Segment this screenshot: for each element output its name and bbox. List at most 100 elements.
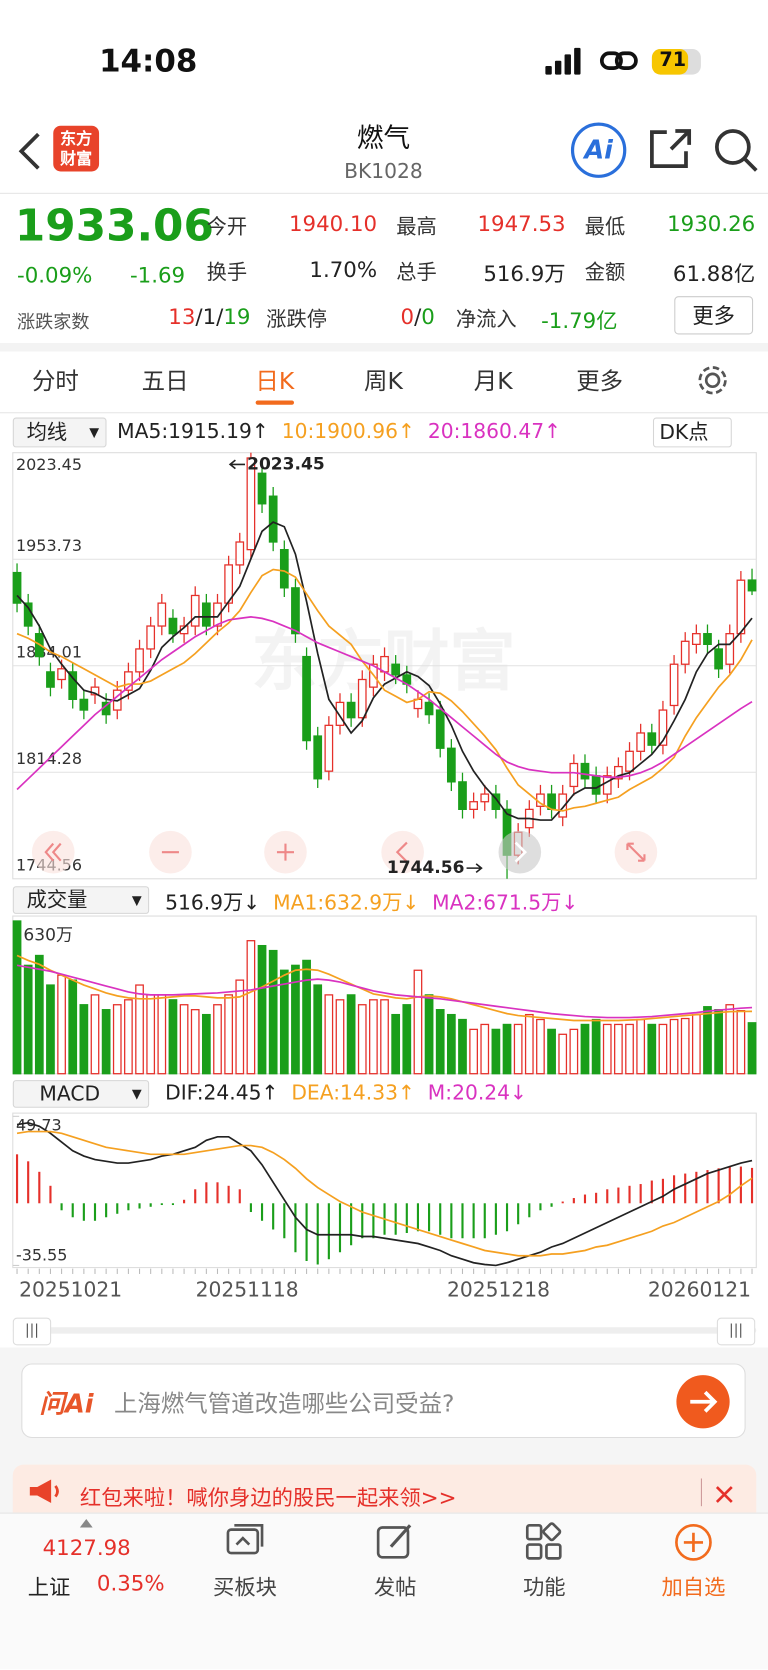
candle-body xyxy=(614,765,623,780)
ma-line xyxy=(16,521,753,821)
volume-bar xyxy=(725,1004,735,1075)
scroll-handle[interactable]: ||| xyxy=(12,1317,52,1346)
volume-bar xyxy=(747,1022,757,1075)
banner-text: 红包来啦！喊你身边的股民一起来领>> xyxy=(79,1484,457,1511)
ai-button[interactable]: Ai xyxy=(570,122,627,178)
candle-body xyxy=(736,579,746,635)
volume-bar xyxy=(335,999,345,1075)
candle-body xyxy=(458,781,467,810)
indicator-select[interactable]: 均线 ▼ xyxy=(12,417,107,448)
candle-body xyxy=(135,648,144,673)
candle-body xyxy=(257,472,267,505)
candle-body xyxy=(57,668,66,681)
legend-item: MA5:1915.19↑ xyxy=(117,419,269,444)
volume-bar xyxy=(647,1023,657,1075)
candle-body xyxy=(124,671,133,691)
share-button[interactable] xyxy=(648,126,695,173)
tab[interactable]: 五日 xyxy=(141,368,189,396)
volume-bar xyxy=(703,1006,712,1075)
volume-ma-line xyxy=(16,954,753,1022)
nav-item[interactable]: 功能 xyxy=(523,1574,566,1600)
tab[interactable]: 日K xyxy=(255,368,295,396)
candle-body xyxy=(68,671,78,701)
volume-bar xyxy=(602,1023,612,1075)
indicator-name: 成交量 xyxy=(26,888,88,912)
volume-bar xyxy=(480,1023,490,1075)
zoom-button[interactable] xyxy=(498,830,542,874)
candle-body xyxy=(224,564,233,604)
dk-label: DK点 xyxy=(659,420,709,445)
more-button[interactable]: 更多 xyxy=(674,296,754,335)
volume-bar xyxy=(513,1023,523,1075)
change-pct: -0.09% xyxy=(17,262,93,288)
y-tick-label: 49.73 xyxy=(16,1115,62,1134)
nav-icon xyxy=(525,1522,562,1560)
breadth-value: 13/1/19 xyxy=(168,304,250,330)
limit-value: 0/0 xyxy=(401,304,435,330)
volume-bar xyxy=(135,984,144,1075)
tab[interactable]: 分时 xyxy=(31,368,79,396)
volume-bar xyxy=(524,1013,534,1075)
flow-label: 净流入 xyxy=(455,307,517,332)
tab[interactable]: 周K xyxy=(364,368,403,396)
search-button[interactable] xyxy=(712,126,761,175)
scroll-track[interactable] xyxy=(12,1327,757,1334)
low-annotation: 1744.56 xyxy=(387,858,465,878)
volume-bar xyxy=(402,1004,412,1075)
candle-body xyxy=(324,724,334,772)
date-label: 20260121 xyxy=(647,1278,751,1302)
volume-bar xyxy=(157,994,167,1075)
dk-button[interactable]: DK点 xyxy=(652,417,732,448)
logo-text: 东方 xyxy=(60,128,93,149)
ma-line xyxy=(16,568,753,812)
settings-button[interactable] xyxy=(696,363,730,397)
candle-body xyxy=(469,801,478,810)
volume-bar xyxy=(213,1004,222,1075)
indicator-select[interactable]: 成交量 ▼ xyxy=(12,886,150,914)
scroll-handle[interactable]: ||| xyxy=(716,1317,756,1346)
volume-bar xyxy=(302,959,311,1075)
up-count: 13 xyxy=(168,303,196,330)
candle-body xyxy=(79,698,89,711)
status-icons xyxy=(545,47,701,75)
volume-ma-line xyxy=(16,964,753,1019)
candle-body xyxy=(435,709,445,749)
tab[interactable]: 更多 xyxy=(576,368,624,396)
volume-bar xyxy=(357,1004,367,1075)
zoom-button[interactable] xyxy=(381,830,424,874)
candle-body xyxy=(580,762,590,780)
ask-send[interactable] xyxy=(675,1374,730,1429)
tab-indicator xyxy=(255,400,294,405)
candle-body xyxy=(591,775,601,795)
volume-bar xyxy=(68,979,78,1075)
candle-body xyxy=(391,663,401,676)
volume-bar xyxy=(680,1017,690,1075)
candle-body xyxy=(346,701,356,719)
candle-body xyxy=(157,602,167,627)
ask-box[interactable] xyxy=(21,1363,746,1439)
tab[interactable]: 月K xyxy=(473,368,513,396)
down-count: 19 xyxy=(223,303,251,330)
volume-bar xyxy=(168,999,178,1075)
candle-body xyxy=(201,602,211,627)
nav-item[interactable]: 发帖 xyxy=(373,1574,417,1600)
candle-body xyxy=(480,793,490,803)
app-logo[interactable]: 东方 财富 xyxy=(53,125,100,172)
battery-level: 71 xyxy=(659,48,687,72)
stat-label: 金额 xyxy=(584,260,626,285)
nav-item[interactable]: 买板块 xyxy=(213,1574,277,1600)
candle-body xyxy=(714,648,723,670)
high-annotation: 2023.45 xyxy=(247,454,325,474)
volume-bar xyxy=(90,994,100,1075)
candle-body xyxy=(235,541,245,566)
divider xyxy=(0,412,768,414)
volume-bar xyxy=(12,920,22,1075)
back-button[interactable] xyxy=(15,130,47,173)
banner-close[interactable] xyxy=(714,1484,735,1505)
nav-item[interactable]: 加自选 xyxy=(661,1574,726,1600)
banner[interactable] xyxy=(12,1464,757,1513)
date-label: 20251021 xyxy=(19,1278,123,1302)
indicator-select[interactable]: MACD ▼ xyxy=(12,1080,150,1108)
stat-label: 换手 xyxy=(206,260,248,285)
